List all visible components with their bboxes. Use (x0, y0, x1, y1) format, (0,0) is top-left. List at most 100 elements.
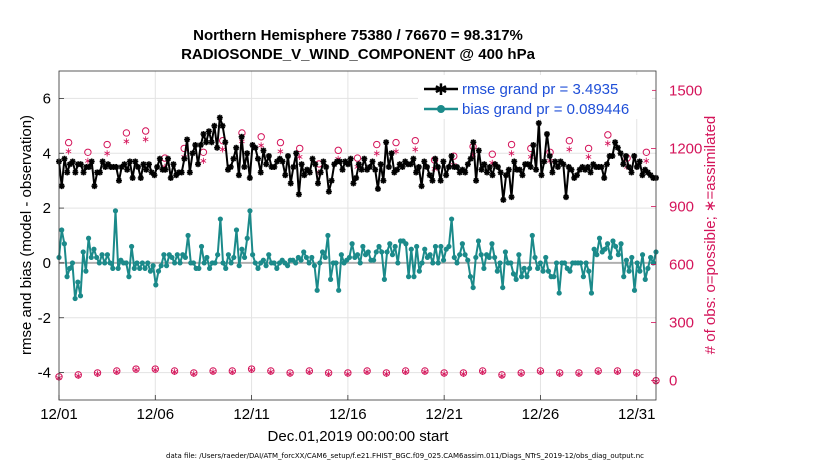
rmse-point (533, 166, 540, 173)
bias-point (648, 254, 654, 261)
rmse-point (639, 172, 646, 179)
bias-point (212, 260, 218, 266)
rmse-point (462, 169, 469, 176)
bias-point (301, 249, 307, 255)
obs-possible-point (353, 154, 362, 162)
bias-point (457, 252, 463, 258)
bias-point (99, 252, 105, 258)
bias-point (459, 241, 465, 247)
obs-assimilated-point: ∗ (190, 369, 198, 380)
rmse-point (135, 163, 142, 170)
obs-possible-point (613, 367, 622, 375)
bias-point (405, 274, 412, 280)
rmse-point (137, 174, 144, 181)
bias-point (225, 252, 232, 258)
obs-possible-point (478, 367, 487, 375)
bias-point (77, 293, 84, 299)
bias-point (467, 274, 474, 280)
y-left-tick-label: 0 (43, 255, 51, 272)
bias-point (317, 260, 323, 266)
obs-possible-point (575, 369, 583, 377)
rmse-point (162, 166, 169, 173)
rmse-point (195, 161, 202, 168)
bias-point (379, 249, 385, 255)
bias-point (325, 232, 331, 239)
bias-point (311, 263, 318, 269)
bias-point (185, 232, 191, 239)
obs-possible-point (64, 138, 73, 147)
rmse-point (353, 174, 360, 181)
bias-point (357, 260, 363, 266)
obs-assimilated-point: ∗ (199, 156, 207, 167)
bias-point (403, 241, 409, 247)
rmse-point (328, 177, 335, 184)
obs-assimilated-point: ∗ (141, 135, 149, 146)
rmse-point (99, 158, 106, 165)
obs-assimilated-point: ∗ (324, 369, 332, 380)
rmse-point (432, 155, 439, 162)
bias-point (271, 260, 277, 266)
rmse-point (527, 163, 534, 170)
bias-point (486, 254, 492, 261)
obs-assimilated-point: ∗ (296, 152, 304, 163)
obs-possible-point (459, 369, 468, 377)
bias-point (540, 268, 546, 274)
rmse-point (470, 139, 477, 146)
x-tick-label: 12/16 (329, 406, 367, 423)
rmse-point (192, 142, 199, 149)
obs-assimilated-point: ∗ (401, 367, 409, 378)
rmse-point (377, 161, 384, 168)
bias-point (634, 260, 640, 266)
bias-point (88, 254, 94, 261)
bias-point (293, 260, 299, 266)
rmse-point (222, 139, 229, 146)
bias-point (580, 274, 586, 280)
bias-point (104, 252, 111, 258)
bias-point (532, 254, 538, 261)
bias-point (155, 268, 162, 274)
bias-point (510, 271, 517, 277)
x-tick-label: 12/21 (425, 406, 463, 423)
bias-point (438, 243, 444, 250)
rmse-point (437, 177, 444, 184)
bias-point (303, 254, 310, 261)
obs-assimilated-point: ∗ (604, 139, 612, 150)
bias-point (123, 260, 129, 266)
bias-point (255, 265, 261, 271)
obs-assimilated-point: ∗ (363, 367, 371, 378)
obs-possible-point (228, 367, 237, 375)
rmse-point (344, 161, 351, 168)
rmse-point (200, 131, 207, 138)
y-left-tick-label: -4 (38, 365, 51, 382)
bias-point (85, 235, 92, 241)
rmse-point (227, 163, 234, 170)
obs-possible-point (594, 367, 602, 375)
obs-possible-point (421, 367, 429, 375)
obs-possible-point (296, 144, 304, 153)
bias-point (137, 265, 143, 271)
rmse-point (181, 155, 188, 162)
rmse-point (494, 163, 501, 170)
bias-point (161, 252, 167, 258)
bias-point (72, 295, 78, 302)
obs-assimilated-point: ∗ (536, 367, 544, 378)
plot-frame (58, 70, 657, 401)
obs-possible-point (132, 365, 140, 373)
bias-point (131, 265, 137, 271)
rmse-point (426, 172, 433, 179)
rmse-point (347, 155, 354, 162)
obs-possible-point (411, 136, 419, 145)
rmse-point (186, 169, 193, 176)
bias-point (96, 260, 102, 266)
bias-point (373, 249, 379, 255)
rmse-point (625, 163, 632, 170)
rmse-point (617, 150, 624, 157)
rmse-point (366, 163, 373, 170)
bias-point (451, 254, 457, 261)
bias-point (67, 265, 73, 271)
bias-point (266, 252, 272, 258)
rmse-point (508, 194, 515, 201)
bias-point (129, 243, 135, 250)
rmse-point (434, 163, 441, 170)
